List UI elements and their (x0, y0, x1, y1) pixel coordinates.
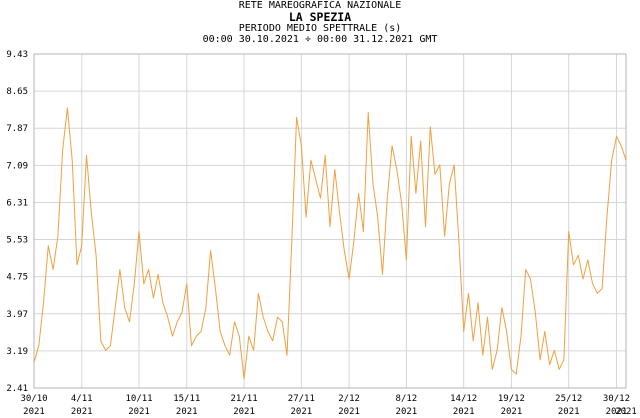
chart-title-block: RETE MAREOGRAFICA NAZIONALE LA SPEZIA PE… (0, 0, 640, 45)
x-tick-year: 2021 (501, 407, 523, 417)
parameter-name: PERIODO MEDIO SPETTRALE (s) (238, 23, 402, 34)
x-tick-year: 2021 (128, 407, 150, 417)
x-tick-year: 2021 (23, 407, 45, 417)
x-tick-date: 27/11 (288, 394, 315, 404)
x-tick-date: 8/12 (396, 394, 418, 404)
x-tick-year: 2021 (558, 407, 580, 417)
x-tick-date: 30/10 (20, 394, 47, 404)
y-tick-label: 4.75 (6, 273, 28, 283)
x-tick-year: 2021 (453, 407, 475, 417)
x-tick-date: 21/11 (231, 394, 258, 404)
x-tick-year: 2021 (606, 407, 628, 417)
y-tick-label: 9.43 (6, 50, 28, 60)
x-tick-date: 19/12 (498, 394, 525, 404)
x-tick-date: 10/11 (125, 394, 152, 404)
x-tick-year: 2021 (291, 407, 313, 417)
plot-frame (33, 53, 627, 389)
y-tick-label: 3.97 (6, 310, 28, 320)
plot-series (33, 107, 627, 380)
x-tick-year: 2021 (71, 407, 93, 417)
x-tick-year: 2021 (176, 407, 198, 417)
network-name: RETE MAREOGRAFICA NAZIONALE (238, 0, 402, 11)
x-tick-year: 2021 (396, 407, 418, 417)
x-tick-year: 2021 (615, 407, 637, 417)
y-tick-label: 3.19 (6, 347, 28, 357)
x-tick-date: 15/11 (173, 394, 200, 404)
y-axis-tick-labels: 2.41 3.19 3.97 4.75 5.53 6.31 7.09 7.87 8.65 9.43 (6, 50, 28, 394)
x-tick-date: 2/12 (338, 394, 360, 404)
y-tick-label: 2.41 (6, 384, 28, 394)
x-tick-year: 2021 (338, 407, 360, 417)
station-name: LA SPEZIA (288, 10, 352, 24)
x-tick-year: 2021 (233, 407, 255, 417)
y-tick-label: 8.65 (6, 87, 28, 97)
y-tick-label: 5.53 (6, 236, 28, 246)
x-tick-date: 25/12 (555, 394, 582, 404)
y-tick-label: 6.31 (6, 198, 28, 208)
x-tick-date: 14/12 (450, 394, 477, 404)
y-tick-label: 7.09 (6, 161, 28, 171)
x-axis-tick-labels: 30/10 2021 4/11 2021 10/11 2021 15/11 2021 21/11… (20, 394, 636, 417)
x-tick-date: 30/12 (603, 394, 630, 404)
period-range: 00:00 30.10.2021 ÷ 00:00 31.12.2021 GMT (202, 34, 438, 45)
y-tick-label: 7.87 (6, 124, 28, 134)
series-line (33, 107, 627, 380)
x-tick-date: 4/11 (71, 394, 93, 404)
